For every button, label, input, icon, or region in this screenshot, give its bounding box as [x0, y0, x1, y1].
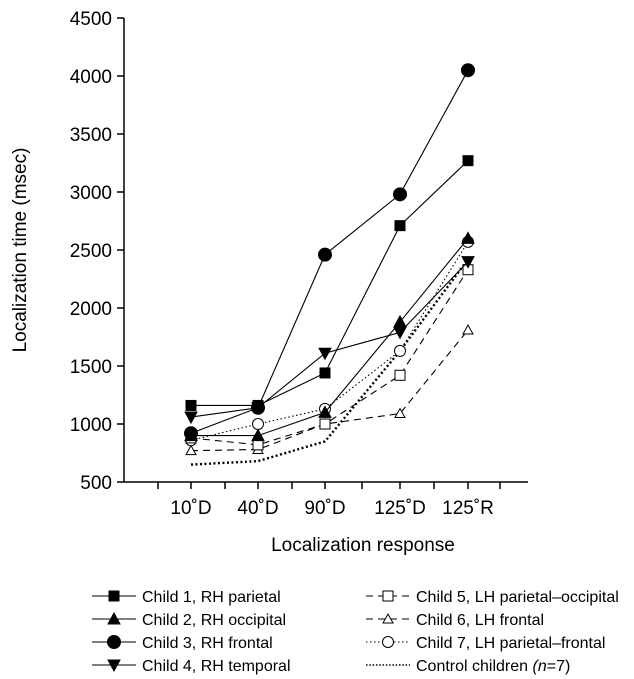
data-point: [394, 344, 406, 357]
data-point: [184, 426, 198, 441]
chart-axes: 500 1000 1500 2000 2500 3000 3500 4000 4500 10˚D…: [70, 9, 528, 519]
series-layer: [184, 63, 475, 466]
y-axis-ticks: 500 1000 1500 2000 2500 3000 3500 4000 4500: [70, 9, 124, 494]
x-axis-title: Localization response: [271, 535, 455, 556]
data-point: [318, 405, 332, 418]
data-point: [393, 314, 407, 328]
legend-item-child4: Child 4, RH temporal: [92, 658, 291, 675]
legend-marker: [382, 612, 394, 624]
legend-item-child5: Child 5, LH parietal–occipital: [366, 589, 619, 606]
legend-marker: [107, 635, 121, 649]
legend-marker: [108, 590, 120, 602]
legend-marker: [107, 659, 121, 673]
legend-label: Child 1, RH parietal: [142, 589, 281, 606]
legend-label: Child 7, LH parietal–frontal: [416, 635, 605, 652]
x-tick-label: 90˚D: [304, 498, 345, 519]
legend-item-child3: Child 3, RH frontal: [92, 635, 273, 652]
legend-label: Child 5, LH parietal–occipital: [416, 589, 619, 606]
data-point: [318, 247, 332, 262]
data-point: [394, 220, 406, 232]
legend-marker: [107, 611, 121, 625]
series-child3: [184, 63, 475, 441]
x-tick-label: 40˚D: [237, 498, 278, 519]
legend-label: Control children (n=7): [416, 658, 570, 675]
legend-label-text: Child 6, LH frontal: [416, 612, 544, 629]
data-point: [461, 63, 475, 78]
legend-label-text: Control children: [416, 658, 533, 675]
data-point: [318, 347, 332, 361]
data-point: [462, 324, 474, 335]
y-tick-label: 3500: [70, 125, 112, 146]
legend: Child 1, RH parietal Child 2, RH occipita…: [92, 589, 619, 675]
legend-item-control: Control children (n=7): [366, 658, 570, 675]
legend-label-text: Child 2, RH occipital: [142, 612, 286, 629]
y-tick-label: 2000: [70, 299, 112, 320]
y-tick-label: 1500: [70, 357, 112, 378]
data-point: [394, 407, 406, 419]
legend-label-suffix: =7): [547, 658, 571, 675]
data-point: [462, 155, 474, 167]
x-tick-label: 125˚R: [442, 498, 494, 519]
data-point: [252, 439, 264, 451]
data-point: [319, 367, 331, 379]
y-axis-title: Localization time (msec): [10, 148, 31, 353]
legend-label-text: Child 5, LH parietal–occipital: [416, 589, 619, 606]
legend-label-text: Child 3, RH frontal: [142, 635, 273, 652]
legend-label: Child 6, LH frontal: [416, 612, 544, 629]
data-point: [393, 326, 407, 340]
y-tick-label: 1000: [70, 415, 112, 436]
y-tick-label: 4500: [70, 9, 112, 30]
data-point: [461, 231, 475, 244]
data-point: [393, 187, 407, 202]
legend-label-text: Child 7, LH parietal–frontal: [416, 635, 605, 652]
legend-label: Child 4, RH temporal: [142, 658, 291, 675]
series-child5: [185, 264, 474, 451]
y-tick-label: 2500: [70, 241, 112, 262]
data-point: [185, 399, 197, 411]
legend-label: Child 3, RH frontal: [142, 635, 273, 652]
data-point: [319, 418, 331, 430]
data-point: [251, 428, 265, 442]
legend-label-text: Child 4, RH temporal: [142, 658, 291, 675]
y-tick-label: 3000: [70, 183, 112, 204]
x-tick-label: 10˚D: [170, 498, 211, 519]
legend-label-text: Child 1, RH parietal: [142, 589, 281, 606]
legend-label-italic: (n: [533, 658, 547, 675]
legend-item-child2: Child 2, RH occipital: [92, 611, 286, 629]
series-child1: [185, 155, 474, 411]
legend-item-child1: Child 1, RH parietal: [92, 589, 281, 606]
series-child4: [184, 256, 475, 425]
x-tick-label: 125˚D: [374, 498, 426, 519]
legend-label: Child 2, RH occipital: [142, 612, 286, 629]
data-point: [252, 418, 264, 430]
legend-marker: [382, 636, 394, 648]
legend-item-child6: Child 6, LH frontal: [366, 612, 544, 629]
series-line: [190, 261, 469, 418]
series-control: [190, 258, 469, 466]
data-point: [251, 400, 265, 415]
data-point: [185, 444, 197, 456]
y-tick-label: 500: [80, 473, 112, 494]
legend-item-child7: Child 7, LH parietal–frontal: [366, 635, 605, 652]
y-tick-label: 4000: [70, 67, 112, 88]
x-axis-ticks: 10˚D 40˚D 90˚D 125˚D 125˚R: [157, 482, 501, 519]
series-child2: [184, 231, 475, 442]
series-line: [190, 258, 469, 466]
data-point: [394, 369, 406, 381]
legend-marker: [382, 590, 394, 602]
data-point: [184, 411, 198, 425]
data-point: [461, 256, 475, 269]
